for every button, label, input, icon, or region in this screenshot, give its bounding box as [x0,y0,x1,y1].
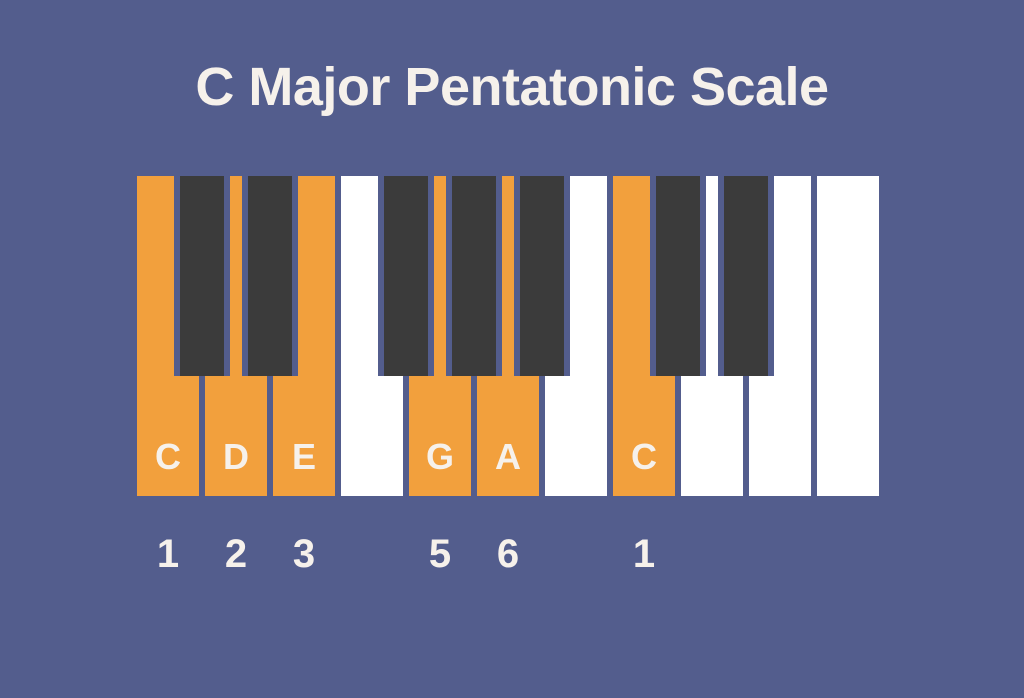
black-key-3 [452,176,496,376]
scale-degree-4: 5 [409,532,471,577]
black-key-4 [520,176,564,376]
scale-degree-5: 6 [477,532,539,577]
page-title: C Major Pentatonic Scale [195,56,828,118]
key-label-c-7: C [613,436,675,478]
keyboard: CDEGAC [137,176,887,496]
black-key-2 [384,176,428,376]
black-key-0 [180,176,224,376]
black-key-1 [248,176,292,376]
key-label-g-4: G [409,436,471,478]
key-label-e-2: E [273,436,335,478]
scale-degree-0: 1 [137,532,199,577]
black-key-5 [656,176,700,376]
key-label-c-0: C [137,436,199,478]
black-key-6 [724,176,768,376]
key-label-d-1: D [205,436,267,478]
white-key-f-10 [817,176,879,496]
key-label-a-5: A [477,436,539,478]
scale-degree-1: 2 [205,532,267,577]
scale-degree-2: 3 [273,532,335,577]
scale-degree-row: 123561 [137,532,887,592]
scale-degree-7: 1 [613,532,675,577]
